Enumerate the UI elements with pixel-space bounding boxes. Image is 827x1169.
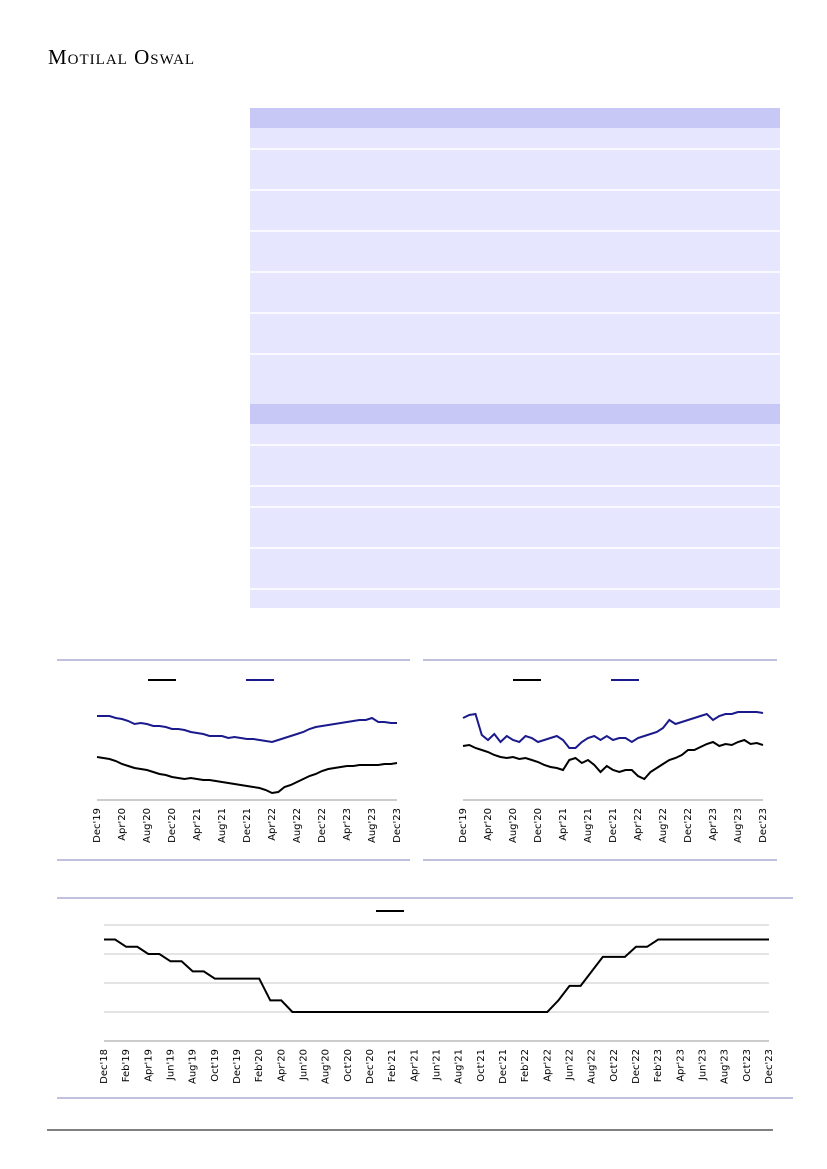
x-tick-label: Aug'20 [321, 1049, 332, 1084]
x-tick-label: Jun'19 [166, 1049, 177, 1081]
x-tick-label: Apr'23 [675, 1049, 686, 1082]
x-tick-label: Dec'23 [392, 808, 403, 843]
x-tick-label: Aug'22 [658, 808, 669, 843]
x-tick-label: Dec'19 [458, 808, 469, 843]
x-tick-label: Aug'22 [587, 1049, 598, 1084]
line-series [96, 756, 398, 795]
x-tick-label: Apr'20 [117, 808, 128, 841]
x-tick-label: Dec'22 [683, 808, 694, 843]
table-header [250, 404, 780, 424]
x-tick-label: Aug'23 [733, 808, 744, 843]
x-tick-label: Apr'23 [342, 808, 353, 841]
x-tick-label: Jun'22 [565, 1049, 576, 1081]
x-tick-label: Aug'23 [720, 1049, 731, 1084]
x-tick-label: Dec'22 [631, 1049, 642, 1084]
x-tick-label: Aug'23 [367, 808, 378, 843]
x-tick-label: Dec'23 [758, 808, 769, 843]
chart-frames [57, 659, 793, 1099]
x-tick-label: Feb'19 [121, 1049, 132, 1082]
logo: Motilal Oswal [48, 45, 195, 69]
x-tick-label: Aug'21 [454, 1049, 465, 1084]
x-tick-label: Dec'21 [242, 808, 253, 843]
x-tick-label: Dec'19 [232, 1049, 243, 1084]
x-tick-label: Aug'19 [188, 1049, 199, 1084]
x-tick-label: Dec'20 [167, 808, 178, 843]
x-tick-label: Aug'21 [583, 808, 594, 843]
x-tick-label: Oct'23 [742, 1049, 753, 1082]
x-tick-label: Apr'20 [276, 1049, 287, 1082]
table-body [250, 128, 780, 404]
x-tick-label: Jun'20 [299, 1049, 310, 1081]
x-tick-label: Aug'21 [217, 808, 228, 843]
x-tick-label: Feb'22 [520, 1049, 531, 1082]
x-tick-label: Dec'20 [533, 808, 544, 843]
x-tick-label: Oct'21 [476, 1049, 487, 1082]
x-tick-label: Apr'19 [143, 1049, 154, 1082]
x-tick-label: Dec'22 [317, 808, 328, 843]
line-series [462, 738, 764, 781]
x-tick-label: Apr'23 [708, 808, 719, 841]
x-tick-label: Aug'20 [142, 808, 153, 843]
table-body [250, 424, 780, 608]
row-dividers [250, 148, 780, 590]
x-tick-label: Dec'23 [764, 1049, 775, 1084]
x-tick-label: Apr'21 [409, 1049, 420, 1082]
x-tick-label: Dec'21 [608, 808, 619, 843]
x-tick-label: Jun'21 [432, 1049, 443, 1081]
x-tick-label: Oct'20 [343, 1049, 354, 1082]
table-header [250, 108, 780, 128]
x-tick-label: Aug'20 [508, 808, 519, 843]
x-tick-label: Apr'22 [633, 808, 644, 841]
x-tick-label: Dec'20 [365, 1049, 376, 1084]
x-tick-label: Feb'21 [387, 1049, 398, 1082]
line-series [104, 938, 769, 1013]
x-tick-label: Apr'21 [558, 808, 569, 841]
x-tick-label: Jun'23 [698, 1049, 709, 1081]
x-tick-label: Feb'20 [254, 1049, 265, 1082]
x-tick-label: Aug'22 [292, 808, 303, 843]
x-tick-label: Oct'22 [609, 1049, 620, 1082]
x-tick-label: Apr'20 [483, 808, 494, 841]
table [250, 108, 780, 608]
x-tick-label: Dec'21 [498, 1049, 509, 1084]
x-tick-label: Oct'19 [210, 1049, 221, 1082]
line-series [462, 711, 764, 749]
x-tick-label: Apr'22 [267, 808, 278, 841]
x-tick-label: Feb'23 [653, 1049, 664, 1082]
x-tick-label: Apr'21 [192, 808, 203, 841]
x-tick-label: Dec'18 [99, 1049, 110, 1084]
x-tick-label: Dec'19 [92, 808, 103, 843]
line-series [97, 715, 397, 744]
x-tick-label: Apr'22 [542, 1049, 553, 1082]
